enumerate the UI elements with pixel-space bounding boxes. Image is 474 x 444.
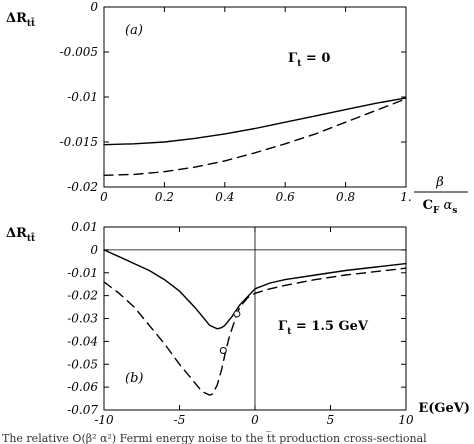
panel-b-dashed-curve (103, 267, 407, 396)
panel-b-label: (b) (125, 371, 143, 386)
panel-b-marker (233, 310, 241, 318)
panel-b-xtick-label: 10 (398, 413, 414, 427)
panel-a-xlabel: β CF αs (414, 175, 468, 216)
panel-a: 0 0.2 0.4 0.6 0.8 1. 0 -0.005 -0.01 -0.015 -0.02 Δ… (6, 0, 468, 216)
panel-b-xtick-label: 0 (251, 413, 259, 427)
panel-a-xtick-label: 0.8 (336, 190, 355, 204)
panel-b-ytick-label: -0.02 (67, 289, 98, 303)
panel-a-label: (a) (125, 23, 143, 38)
panel-b-ytick-label: 0 (90, 243, 98, 257)
panel-b-ytick-label: -0.04 (67, 334, 98, 348)
svg-text:CF αs: CF αs (423, 198, 458, 216)
panel-b: -10 -5 0 5 10 0.01 0 -0.01 -0.02 -0.03 -0.04 -0.05 -… (6, 220, 470, 427)
panel-b-ylabel: ΔRtt̄ (6, 226, 36, 244)
panel-a-ytick-label: -0.02 (67, 180, 98, 194)
panel-b-xlabel: E(GeV) (418, 401, 470, 416)
panel-a-dashed-curve (103, 98, 407, 177)
panel-a-frame (103, 6, 407, 188)
panel-b-xtick-label: -5 (174, 413, 186, 427)
panel-b-solid-curve (103, 249, 407, 330)
panel-a-xtick-label: 0.4 (215, 190, 234, 204)
caption-fragment: The relative O(β² α²) Fermi energy noise… (2, 431, 427, 444)
panel-b-marker (219, 347, 227, 355)
panel-a-ytick-label: -0.01 (67, 90, 98, 104)
panel-a-ytick-label: -0.015 (60, 135, 98, 149)
panel-b-ytick-label: -0.07 (67, 403, 98, 417)
panel-a-xtick-label: 1. (400, 190, 411, 204)
panel-b-xtick-label: 5 (327, 413, 335, 427)
panel-a-ytick-label: 0 (90, 0, 98, 14)
panel-b-ytick-label: -0.06 (67, 380, 98, 394)
svg-text:β: β (435, 175, 444, 190)
panel-b-ytick-label: 0.01 (71, 220, 98, 234)
panel-b-ytick-label: -0.05 (67, 357, 98, 371)
panel-a-annotation: Γt = 0 (288, 51, 330, 69)
panel-a-xtick-label: 0 (100, 190, 108, 204)
panel-b-ytick-label: -0.03 (67, 312, 98, 326)
panel-a-solid-curve (103, 97, 407, 146)
panel-a-ytick-label: -0.005 (60, 45, 98, 59)
panel-a-xtick-label: 0.6 (276, 190, 295, 204)
panel-b-annotation: Γt = 1.5 GeV (278, 319, 369, 337)
panel-a-ylabel: ΔRtt̄ (6, 11, 36, 29)
panel-b-ytick-label: -0.01 (67, 266, 98, 280)
panel-b-xtick-label: -10 (94, 413, 114, 427)
panel-a-xtick-label: 0.2 (155, 190, 174, 204)
